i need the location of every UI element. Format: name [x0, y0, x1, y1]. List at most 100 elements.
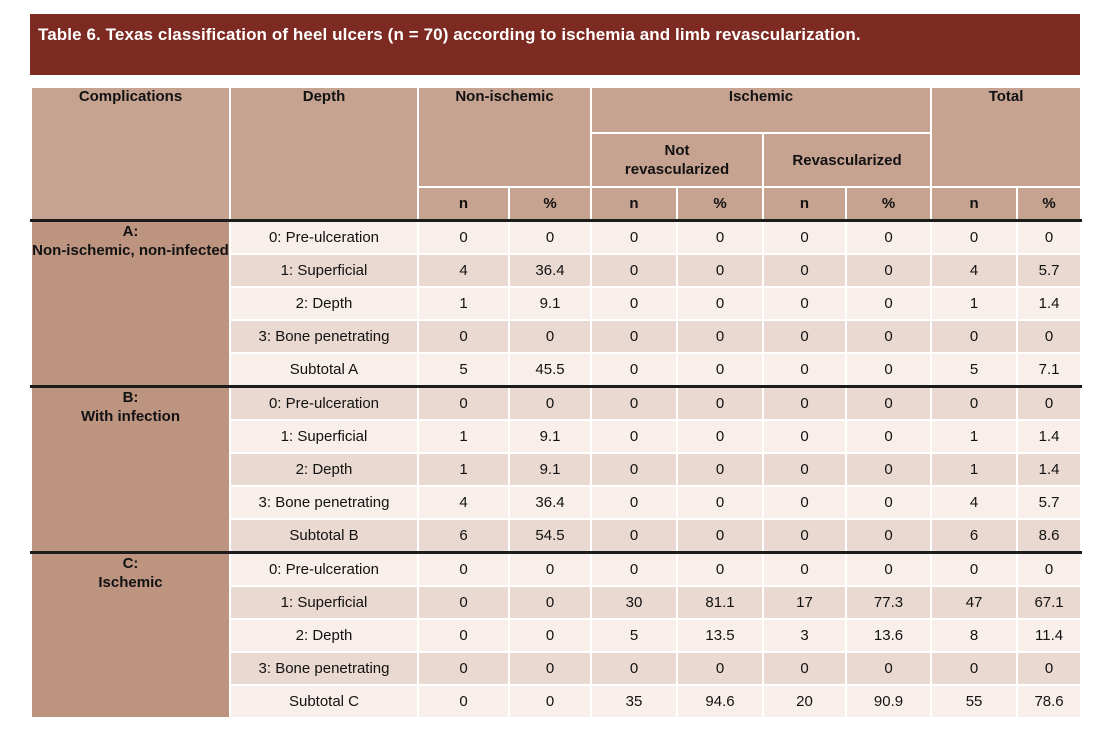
- value-cell: 0: [845, 253, 933, 288]
- value-cell: 4: [417, 485, 510, 520]
- value-cell: 0: [845, 319, 933, 354]
- depth-cell: 1: Superficial: [229, 419, 419, 454]
- col-header-complications: Complications: [30, 86, 231, 222]
- value-cell: 0: [676, 518, 765, 554]
- table-row: 3: Bone penetrating 4 36.4 0 0 0 0 4 5.7: [31, 485, 1083, 520]
- value-cell: 0: [590, 651, 679, 686]
- depth-cell: 3: Bone penetrating: [229, 651, 419, 686]
- value-cell: 0: [417, 618, 510, 653]
- value-cell: 9.1: [507, 452, 593, 487]
- col-header-n: n: [590, 186, 679, 222]
- value-cell: 0: [417, 585, 510, 620]
- value-cell: 0: [1016, 385, 1083, 421]
- value-cell: 1.4: [1016, 286, 1083, 321]
- value-cell: 13.5: [676, 618, 765, 653]
- col-header-revascularized: Revascularized: [762, 132, 933, 188]
- value-cell: 1: [930, 286, 1019, 321]
- value-cell: 0: [590, 219, 679, 255]
- value-cell: 78.6: [1016, 684, 1083, 719]
- header-row-2: Not revascularized Revascularized: [31, 132, 1081, 188]
- value-cell: 0: [845, 452, 933, 487]
- value-cell: 94.6: [676, 684, 765, 719]
- value-cell: 11.4: [1016, 618, 1083, 653]
- value-cell: 0: [676, 319, 765, 354]
- value-cell: 0: [845, 286, 933, 321]
- section-label-c: C: Ischemic: [30, 551, 231, 719]
- table-row: 2: Depth 0 0 5 13.5 3 13.6 8 11.4: [31, 618, 1083, 653]
- value-cell: 77.3: [845, 585, 933, 620]
- value-cell: 5.7: [1016, 253, 1083, 288]
- col-header-n: n: [762, 186, 848, 222]
- table-row: 1: Superficial 0 0 30 81.1 17 77.3 47 67…: [31, 585, 1083, 620]
- not-revascularized-label: Not revascularized: [624, 142, 730, 178]
- value-cell: 0: [590, 286, 679, 321]
- value-cell: 8: [930, 618, 1019, 653]
- value-cell: 1: [417, 286, 510, 321]
- value-cell: 0: [676, 219, 765, 255]
- value-cell: 0: [845, 485, 933, 520]
- value-cell: 0: [676, 551, 765, 587]
- value-cell: 47: [930, 585, 1019, 620]
- section-a-line2: Non-ischemic, non-infected: [32, 242, 229, 259]
- value-cell: 36.4: [507, 485, 593, 520]
- value-cell: 3: [762, 618, 848, 653]
- depth-cell: 2: Depth: [229, 286, 419, 321]
- col-header-ischemic: Ischemic: [590, 86, 933, 134]
- depth-cell: 3: Bone penetrating: [229, 485, 419, 520]
- value-cell: 0: [590, 253, 679, 288]
- value-cell: 5: [930, 352, 1019, 388]
- value-cell: 0: [762, 485, 848, 520]
- col-header-n: n: [930, 186, 1019, 222]
- value-cell: 90.9: [845, 684, 933, 719]
- value-cell: 45.5: [507, 352, 593, 388]
- value-cell: 7.1: [1016, 352, 1083, 388]
- section-label-a: A: Non-ischemic, non-infected: [30, 219, 231, 388]
- value-cell: 0: [1016, 219, 1083, 255]
- col-header-pct: %: [676, 186, 765, 222]
- value-cell: 6: [417, 518, 510, 554]
- value-cell: 0: [590, 518, 679, 554]
- value-cell: 0: [676, 286, 765, 321]
- value-cell: 0: [930, 551, 1019, 587]
- col-header-pct: %: [1016, 186, 1083, 222]
- value-cell: 9.1: [507, 286, 593, 321]
- col-header-total: Total: [930, 86, 1083, 188]
- value-cell: 0: [845, 352, 933, 388]
- col-header-non-ischemic: Non-ischemic: [416, 86, 593, 188]
- value-cell: 54.5: [507, 518, 593, 554]
- value-cell: 20: [762, 684, 848, 719]
- value-cell: 6: [930, 518, 1019, 554]
- value-cell: 0: [590, 485, 679, 520]
- depth-cell: 0: Pre-ulceration: [229, 385, 419, 421]
- header-row-3: n % n % n % n %: [31, 186, 1083, 222]
- value-cell: 0: [845, 419, 933, 454]
- value-cell: 17: [762, 585, 848, 620]
- value-cell: 0: [845, 518, 933, 554]
- value-cell: 0: [590, 419, 679, 454]
- depth-cell: 0: Pre-ulceration: [229, 551, 419, 587]
- value-cell: 81.1: [676, 585, 765, 620]
- value-cell: 0: [930, 385, 1019, 421]
- value-cell: 0: [507, 319, 593, 354]
- value-cell: 0: [417, 651, 510, 686]
- value-cell: 1: [417, 452, 510, 487]
- depth-cell: 2: Depth: [229, 452, 419, 487]
- depth-cell: Subtotal B: [229, 518, 419, 554]
- value-cell: 0: [590, 319, 679, 354]
- value-cell: 9.1: [507, 419, 593, 454]
- classification-table: Complications Depth Non-ischemic Ischemi…: [30, 86, 1083, 719]
- table-row: B: With infection 0: Pre-ulceration 0 0 …: [30, 385, 1083, 554]
- table-row-subtotal-c: Subtotal C 0 0 35 94.6 20 90.9 55 78.6: [31, 684, 1083, 719]
- value-cell: 67.1: [1016, 585, 1083, 620]
- section-b-line1: B:: [122, 389, 139, 407]
- value-cell: 0: [845, 385, 933, 421]
- value-cell: 0: [507, 618, 593, 653]
- value-cell: 4: [930, 253, 1019, 288]
- table-title: Table 6. Texas classification of heel ul…: [38, 25, 861, 44]
- value-cell: 4: [930, 485, 1019, 520]
- value-cell: 8.6: [1016, 518, 1083, 554]
- value-cell: 0: [762, 452, 848, 487]
- value-cell: 0: [676, 651, 765, 686]
- value-cell: 0: [417, 684, 510, 719]
- value-cell: 0: [676, 485, 765, 520]
